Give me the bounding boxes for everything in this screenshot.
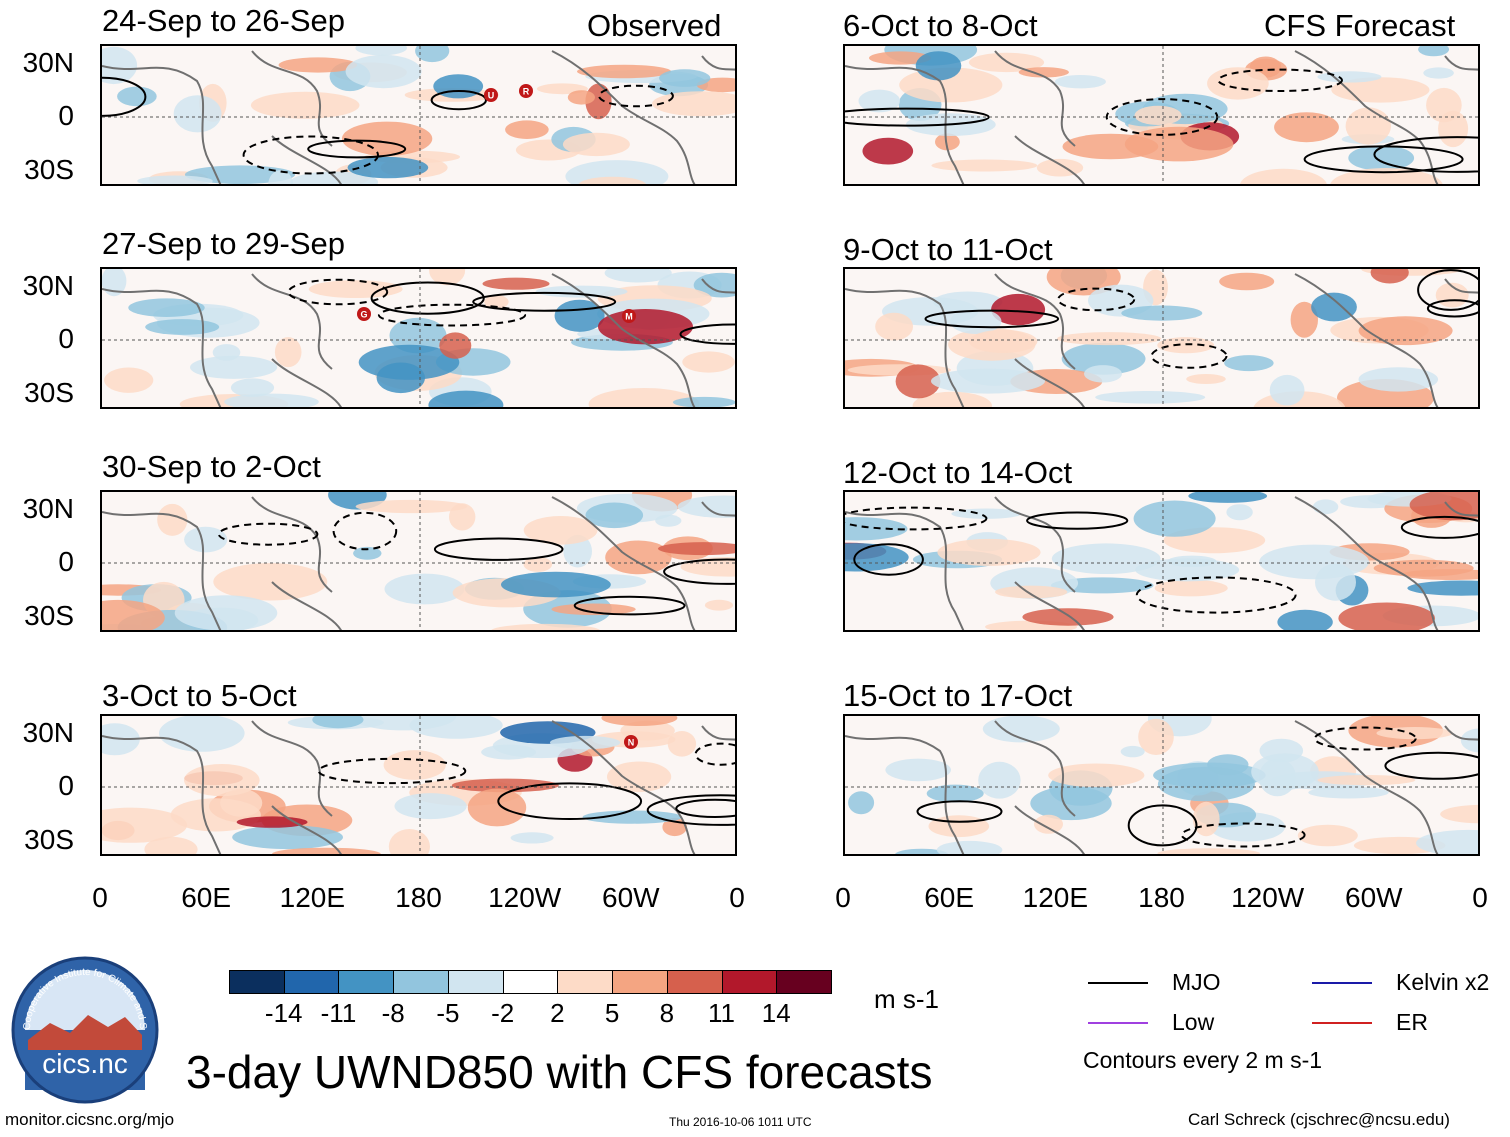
legend-line-kelvin-x2 — [1312, 982, 1372, 984]
legend-line-mjo — [1088, 982, 1148, 984]
lon-label: 120E — [1022, 882, 1089, 913]
storm-marker-n: N — [624, 735, 638, 749]
panel-title-obs-3: 30-Sep to 2-Oct — [102, 449, 321, 484]
lat-label: 0 — [58, 323, 74, 354]
lat-label: 30N — [22, 270, 74, 301]
map-panel-fc-1 — [843, 44, 1480, 186]
map-panel-fc-2 — [843, 267, 1480, 409]
lat-label: 30N — [22, 717, 74, 748]
cics-logo: Cooperative Institute for Climate and Sa… — [10, 955, 159, 1104]
lon-label: 60W — [602, 882, 660, 913]
colorbar-tick-label: 5 — [604, 998, 620, 1028]
storm-marker-u: U — [484, 88, 498, 102]
lat-label: 0 — [58, 546, 74, 577]
colorbar-cell — [776, 970, 832, 994]
main-title: 3-day UWND850 with CFS forecasts — [186, 1046, 933, 1098]
lon-label: 180 — [395, 882, 442, 913]
svg-text:U: U — [488, 91, 495, 101]
legend-label: ER — [1396, 1009, 1428, 1035]
map-panel-fc-4 — [843, 714, 1480, 856]
lat-label: 30S — [24, 377, 74, 408]
logo-text: cics.nc — [42, 1048, 128, 1079]
map-panel-obs-3 — [100, 490, 737, 632]
legend-note: Contours every 2 m s-1 — [1083, 1047, 1323, 1073]
svg-text:G: G — [360, 310, 367, 320]
colorbar-tick-label: -5 — [436, 998, 460, 1028]
svg-text:R: R — [523, 87, 530, 97]
colorbar-cell — [557, 970, 614, 994]
lat-label: 30N — [22, 47, 74, 78]
legend-line-er — [1312, 1022, 1372, 1024]
lat-label: 30S — [24, 154, 74, 185]
colorbar-tick-label: -14 — [264, 998, 303, 1028]
colorbar-tick-label: -11 — [320, 998, 357, 1028]
svg-text:N: N — [628, 738, 635, 748]
legend-label: Kelvin x2 — [1396, 969, 1490, 995]
panel-title-obs-4: 3-Oct to 5-Oct — [102, 678, 297, 713]
lon-label: 180 — [1138, 882, 1185, 913]
storm-marker-r: R — [519, 84, 533, 98]
colorbar-tick-label: 8 — [659, 998, 675, 1028]
colorbar-cell — [283, 970, 340, 994]
panel-title-fc-4: 15-Oct to 17-Oct — [843, 678, 1073, 713]
colorbar-cell — [393, 970, 449, 994]
map-panel-fc-3 — [843, 490, 1480, 632]
svg-text:M: M — [625, 312, 633, 322]
panel-title-obs-1: 24-Sep to 26-Sep — [102, 3, 346, 38]
lon-label: 120W — [1231, 882, 1305, 913]
storm-marker-m: M — [622, 309, 636, 323]
colorbar-cell — [666, 970, 723, 994]
colorbar-cell — [721, 970, 778, 994]
lon-label: 0 — [92, 882, 108, 913]
lon-label: 0 — [835, 882, 851, 913]
lon-label: 60E — [181, 882, 232, 913]
footer-timestamp: Thu 2016-10-06 1011 UTC — [669, 1115, 812, 1129]
colorbar-units: m s-1 — [874, 984, 939, 1014]
lon-label: 60E — [924, 882, 975, 913]
colorbar-cell — [612, 970, 668, 994]
lon-label: 0 — [1472, 882, 1488, 913]
panel-title-fc-3: 12-Oct to 14-Oct — [843, 455, 1073, 490]
colorbar-cell — [338, 970, 395, 994]
lat-label: 30S — [24, 600, 74, 631]
lat-label: 0 — [58, 770, 74, 801]
lon-label: 120W — [488, 882, 562, 913]
colorbar-tick-label: 11 — [708, 998, 736, 1028]
lat-label: 30N — [22, 493, 74, 524]
storm-marker-g: G — [357, 307, 371, 321]
observed-header: Observed — [587, 8, 722, 43]
footer-url: monitor.cicsnc.org/mjo — [5, 1110, 175, 1129]
colorbar-cell — [229, 970, 285, 994]
panel-title-obs-2: 27-Sep to 29-Sep — [102, 226, 346, 261]
colorbar-tick-label: -8 — [381, 998, 405, 1028]
colorbar-cell — [447, 970, 504, 994]
panel-title-fc-1: 6-Oct to 8-Oct — [843, 8, 1038, 43]
forecast-header: CFS Forecast — [1264, 8, 1456, 43]
lat-label: 30S — [24, 824, 74, 855]
lon-label: 120E — [279, 882, 346, 913]
legend-label: Low — [1172, 1009, 1215, 1035]
colorbar-tick-label: -2 — [491, 998, 515, 1028]
colorbar-cell — [502, 970, 559, 994]
lon-label: 0 — [729, 882, 745, 913]
colorbar-tick-label: 14 — [761, 998, 791, 1028]
lon-label: 60W — [1345, 882, 1403, 913]
lat-label: 0 — [58, 100, 74, 131]
map-panel-obs-4: N — [100, 714, 737, 856]
panel-title-fc-2: 9-Oct to 11-Oct — [843, 232, 1053, 267]
colorbar-tick-label: 2 — [550, 998, 565, 1028]
legend-line-low — [1088, 1022, 1148, 1024]
footer-author: Carl Schreck (cjschrec@ncsu.edu) — [1188, 1110, 1450, 1129]
legend-label: MJO — [1172, 969, 1221, 995]
